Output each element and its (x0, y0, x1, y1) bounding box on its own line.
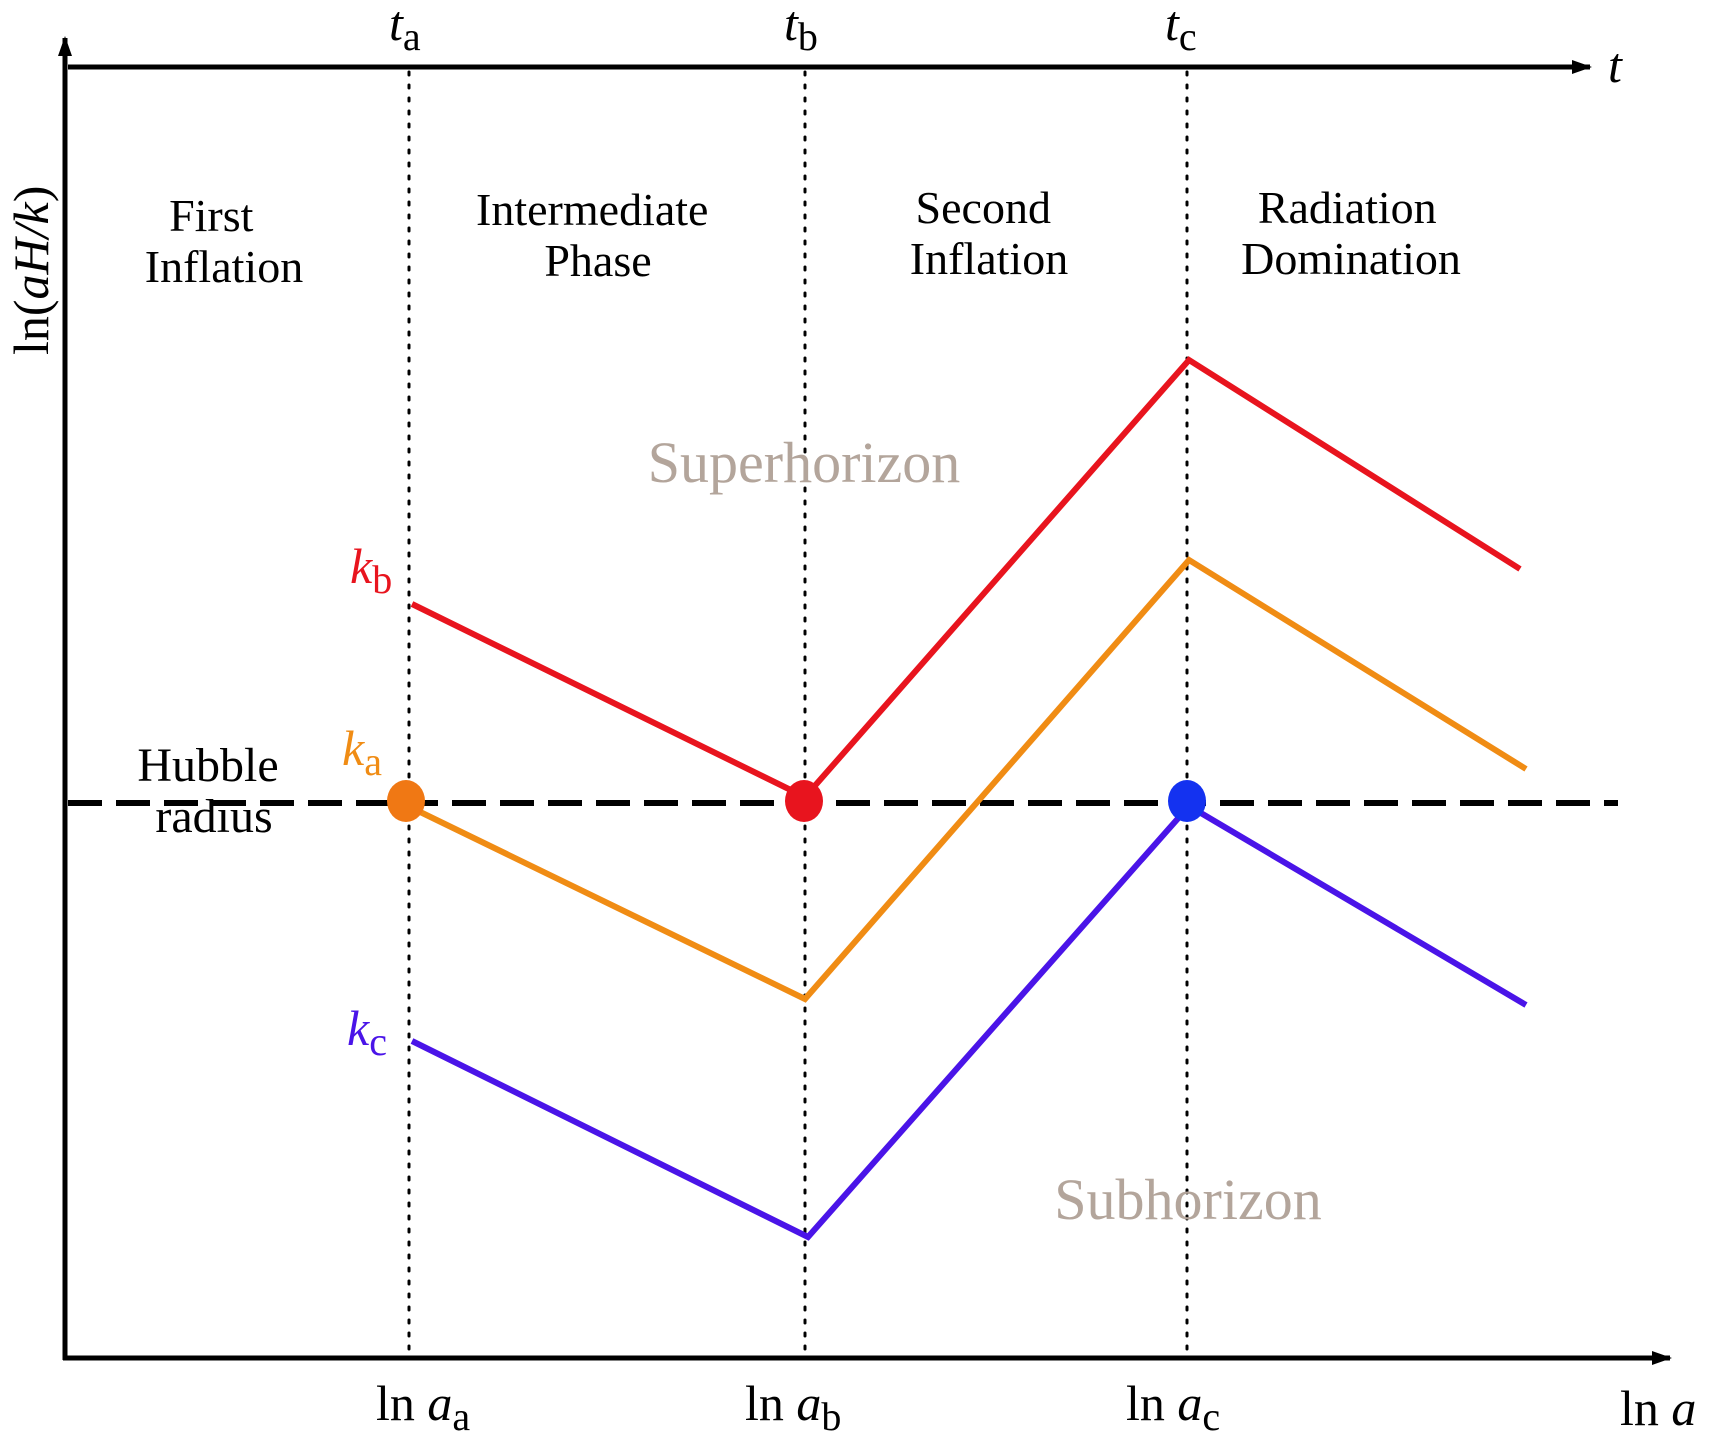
crossing-marker-ka (387, 780, 425, 822)
curve-label-kc: kc (347, 1000, 387, 1064)
crossing-marker-kc (1168, 780, 1206, 822)
tick-ta: ta (389, 0, 421, 59)
tick-tc: tc (1165, 0, 1197, 59)
curve-ka (410, 556, 1528, 1003)
phase-label-radiation: Radiation Domination (1241, 182, 1461, 284)
curve-label-kb: kb (350, 538, 392, 602)
tick-tb: tb (784, 0, 818, 59)
tick-ln-ab: ln ab (745, 1375, 841, 1436)
phase-label-second-inflation: Second Inflation (910, 182, 1068, 284)
curve-kc (410, 802, 1528, 1241)
y-axis-label: ln(aH/k) (3, 186, 59, 355)
hubble-radius-label: Hubble radius (137, 739, 290, 843)
tick-ln-ac: ln ac (1126, 1375, 1220, 1436)
phase-label-first-inflation: First Inflation (145, 190, 303, 292)
x-axis-label: ln a (1620, 1380, 1696, 1436)
crossing-marker-kb (785, 780, 823, 822)
superhorizon-label: Superhorizon (648, 430, 961, 495)
curve-label-ka: ka (342, 720, 382, 784)
tick-ln-aa: ln aa (376, 1375, 470, 1436)
time-axis-label: t (1608, 37, 1623, 93)
subhorizon-label: Subhorizon (1054, 1167, 1321, 1232)
phase-label-intermediate: Intermediate Phase (476, 184, 720, 286)
curve-kb (410, 356, 1522, 801)
